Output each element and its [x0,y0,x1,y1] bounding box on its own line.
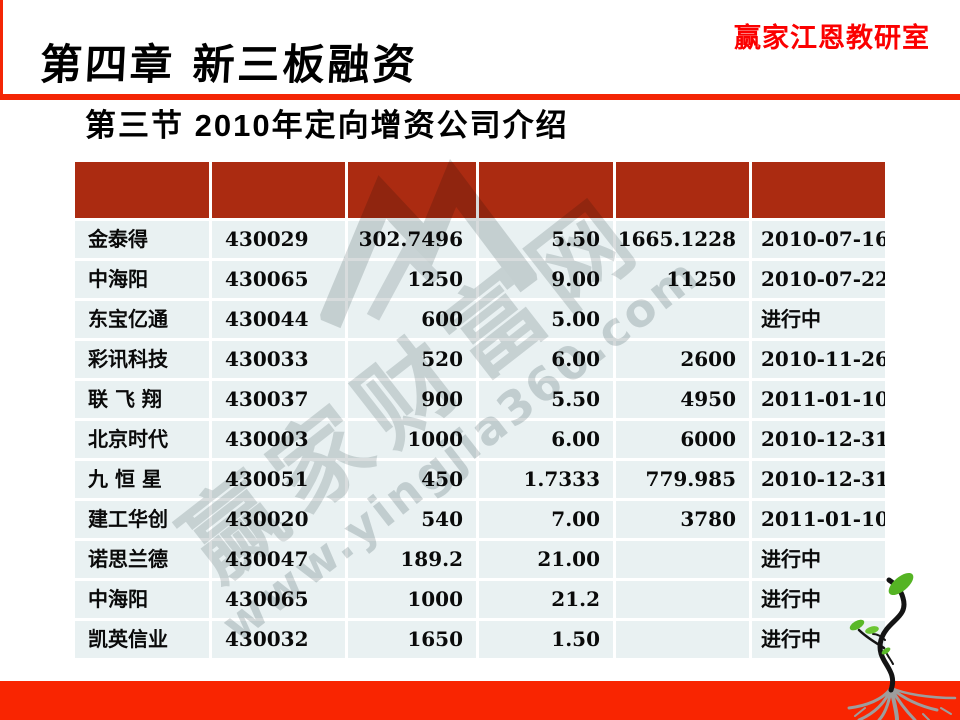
chapter-title: 第四章 新三板融资 [38,40,419,89]
table-cell: 2010-07-22 [752,261,885,298]
table-cell [616,541,749,578]
table-cell: 诺思兰德 [75,541,209,578]
footer-bar [0,681,960,720]
brand-label: 赢家江恩教研室 [734,23,930,53]
table-cell: 430029 [212,221,345,258]
table-cell: 6.00 [479,341,613,378]
table-cell: 2011-01-10 [752,381,885,418]
table-row: 中海阳 430065 1250 9.00 11250 2010-07-22 [75,261,885,298]
left-edge-accent [0,0,3,100]
table-cell: 1000 [348,581,476,618]
table-cell: 联 飞 翔 [75,381,209,418]
table-cell: 21.2 [479,581,613,618]
table-cell: 1650 [348,621,476,658]
table-cell: 189.2 [348,541,476,578]
table-cell: 凯英信业 [75,621,209,658]
table-cell [616,301,749,338]
table-header-cell [479,162,613,218]
table-cell: 520 [348,341,476,378]
table-cell: 430037 [212,381,345,418]
table-row: 诺思兰德 430047 189.2 21.00 进行中 [75,541,885,578]
table-header-cell [75,162,209,218]
table-cell: 11250 [616,261,749,298]
table-cell: 2010-12-31 [752,461,885,498]
table-cell: 9.00 [479,261,613,298]
company-table-body: 金泰得 430029 302.7496 5.50 1665.1228 2010-07-16… [75,221,885,658]
table-row: 联 飞 翔 430037 900 5.50 4950 2011-01-10 [75,381,885,418]
table-cell: 东宝亿通 [75,301,209,338]
table-row: 凯英信业 430032 1650 1.50 进行中 [75,621,885,658]
table-cell: 1.7333 [479,461,613,498]
table-cell: 5.50 [479,381,613,418]
table-cell: 进行中 [752,301,885,338]
table-cell: 2011-01-10 [752,501,885,538]
table-cell: 430047 [212,541,345,578]
table-cell: 6000 [616,421,749,458]
table-cell: 21.00 [479,541,613,578]
table-cell: 2010-12-31 [752,421,885,458]
table-row: 九 恒 星 430051 450 1.7333 779.985 2010-12-31 [75,461,885,498]
tree-decoration [847,572,957,720]
table-cell: 430032 [212,621,345,658]
table-header-cell [348,162,476,218]
table-row: 建工华创 430020 540 7.00 3780 2011-01-10 [75,501,885,538]
table-cell: 6.00 [479,421,613,458]
table-cell: 430003 [212,421,345,458]
table-cell: 900 [348,381,476,418]
table-row: 彩讯科技 430033 520 6.00 2600 2010-11-26 [75,341,885,378]
table-cell: 中海阳 [75,261,209,298]
table-row: 中海阳 430065 1000 21.2 进行中 [75,581,885,618]
table-header-cell [212,162,345,218]
table-cell [616,581,749,618]
table-cell [616,621,749,658]
table-cell: 进行中 [752,621,885,658]
table-cell: 2600 [616,341,749,378]
table-cell: 302.7496 [348,221,476,258]
table-cell: 金泰得 [75,221,209,258]
table-cell: 600 [348,301,476,338]
table-cell: 1250 [348,261,476,298]
table-cell: 540 [348,501,476,538]
table-cell: 4950 [616,381,749,418]
table-cell: 建工华创 [75,501,209,538]
table-cell: 2010-11-26 [752,341,885,378]
table-cell: 779.985 [616,461,749,498]
table-cell: 1000 [348,421,476,458]
table-cell: 430065 [212,261,345,298]
table-row: 北京时代 430003 1000 6.00 6000 2010-12-31 [75,421,885,458]
table-cell: 1665.1228 [616,221,749,258]
table-cell: 北京时代 [75,421,209,458]
table-cell: 430065 [212,581,345,618]
table-header-row [75,162,885,218]
table-cell: 进行中 [752,541,885,578]
table-cell: 5.00 [479,301,613,338]
table-cell: 430051 [212,461,345,498]
table-header-cell [616,162,749,218]
table-cell: 7.00 [479,501,613,538]
section-title: 第三节 2010年定向增资公司介绍 [85,108,569,143]
table-row: 东宝亿通 430044 600 5.00 进行中 [75,301,885,338]
company-table: 金泰得 430029 302.7496 5.50 1665.1228 2010-07-16… [75,162,885,661]
table-cell: 3780 [616,501,749,538]
table-cell: 430020 [212,501,345,538]
table-cell: 进行中 [752,581,885,618]
table-cell: 430044 [212,301,345,338]
table-header-cell [752,162,885,218]
table-row: 金泰得 430029 302.7496 5.50 1665.1228 2010-07-16 [75,221,885,258]
table-cell: 九 恒 星 [75,461,209,498]
table-cell: 430033 [212,341,345,378]
table-cell: 彩讯科技 [75,341,209,378]
table-cell: 1.50 [479,621,613,658]
table-cell: 2010-07-16 [752,221,885,258]
title-divider [0,94,960,100]
table-cell: 450 [348,461,476,498]
table-cell: 中海阳 [75,581,209,618]
table-cell: 5.50 [479,221,613,258]
